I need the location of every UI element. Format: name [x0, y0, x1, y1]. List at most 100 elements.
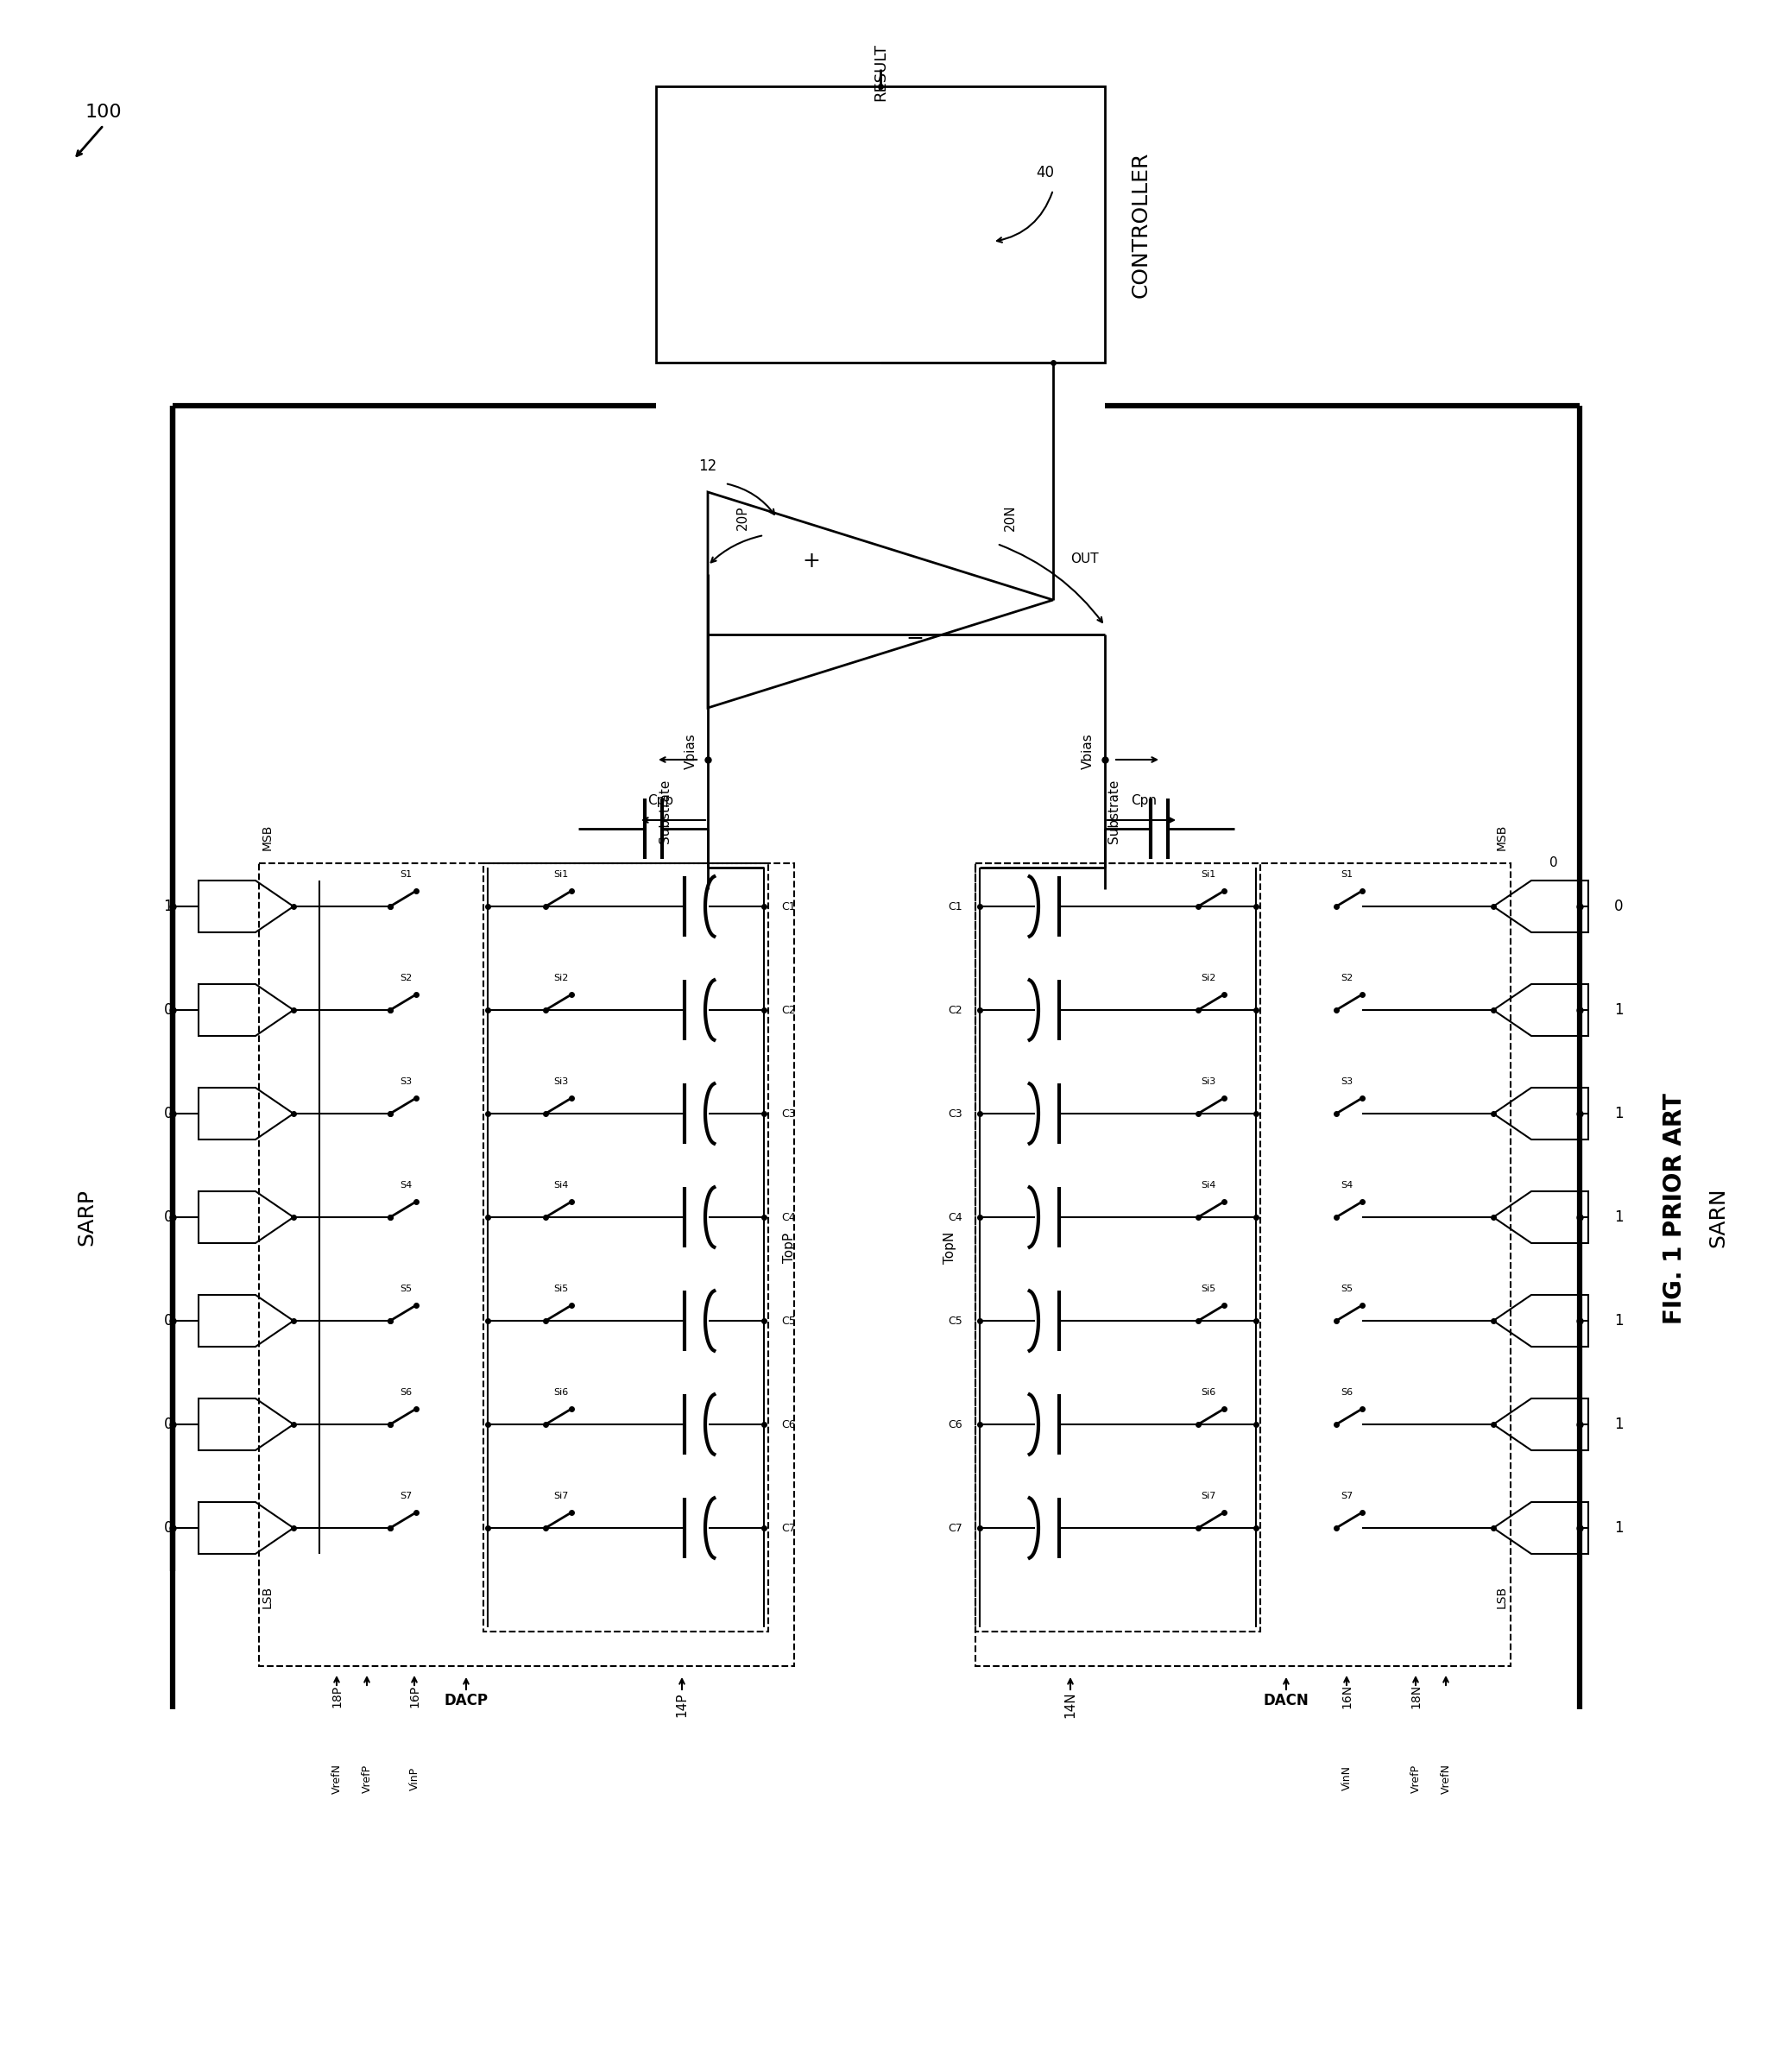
Text: SARP: SARP: [75, 1190, 97, 1245]
Text: VinN: VinN: [1340, 1766, 1353, 1790]
Text: C6: C6: [948, 1418, 962, 1430]
Text: C3: C3: [781, 1107, 796, 1120]
Text: S5: S5: [1340, 1284, 1353, 1292]
Text: Vbias: Vbias: [1081, 733, 1095, 770]
Text: Substrate: Substrate: [1107, 780, 1120, 844]
Text: Si4: Si4: [554, 1181, 568, 1190]
Text: S2: S2: [400, 973, 412, 982]
Text: Si3: Si3: [1201, 1076, 1217, 1087]
Text: C2: C2: [781, 1004, 796, 1015]
Text: 20P: 20P: [737, 506, 749, 531]
Text: S3: S3: [400, 1076, 412, 1087]
Text: Si2: Si2: [1201, 973, 1217, 982]
Text: S6: S6: [1340, 1387, 1353, 1397]
Text: 0: 0: [163, 1002, 172, 1019]
Text: VrefN: VrefN: [1441, 1764, 1452, 1793]
Text: 18P: 18P: [330, 1686, 342, 1708]
Text: CONTROLLER: CONTROLLER: [1131, 152, 1152, 298]
Text: Si1: Si1: [1201, 871, 1217, 879]
Text: DACN: DACN: [1263, 1694, 1308, 1708]
Text: S1: S1: [400, 871, 412, 879]
Text: LSB: LSB: [1496, 1587, 1509, 1607]
Text: S7: S7: [1340, 1492, 1353, 1500]
Text: +: +: [803, 552, 821, 572]
Text: Si3: Si3: [554, 1076, 568, 1087]
Text: 14N: 14N: [1064, 1692, 1077, 1718]
Text: VrefN: VrefN: [332, 1764, 342, 1793]
Text: S2: S2: [1340, 973, 1353, 982]
Text: 14P: 14P: [676, 1692, 688, 1716]
Text: FIG. 1 PRIOR ART: FIG. 1 PRIOR ART: [1663, 1093, 1686, 1323]
Text: 16N: 16N: [1340, 1683, 1353, 1708]
Text: S4: S4: [400, 1181, 412, 1190]
Text: 1: 1: [1615, 1002, 1624, 1019]
Bar: [975, 862, 1511, 1667]
Text: C5: C5: [948, 1315, 962, 1327]
Text: Cpp: Cpp: [647, 794, 674, 807]
Text: SARN: SARN: [1708, 1187, 1727, 1247]
Text: S1: S1: [1340, 871, 1353, 879]
Bar: [656, 86, 1106, 362]
Text: OUT: OUT: [1070, 552, 1098, 566]
Text: 16P: 16P: [409, 1686, 421, 1708]
Text: 1: 1: [163, 899, 172, 914]
Text: 100: 100: [86, 103, 122, 121]
Text: C4: C4: [948, 1212, 962, 1222]
Text: Si4: Si4: [1201, 1181, 1217, 1190]
Text: 0: 0: [163, 1313, 172, 1329]
Text: S3: S3: [1340, 1076, 1353, 1087]
Text: 40: 40: [1036, 165, 1054, 181]
Text: Si1: Si1: [554, 871, 568, 879]
Text: C7: C7: [948, 1523, 962, 1533]
Text: VrefP: VrefP: [362, 1764, 373, 1793]
Text: C6: C6: [781, 1418, 796, 1430]
Text: 1: 1: [1615, 1521, 1624, 1535]
Text: 0: 0: [163, 1521, 172, 1535]
Text: Si5: Si5: [554, 1284, 568, 1292]
Text: C2: C2: [948, 1004, 962, 1015]
Text: Si2: Si2: [554, 973, 568, 982]
Bar: [260, 862, 794, 1667]
Text: C5: C5: [781, 1315, 796, 1327]
Text: C3: C3: [948, 1107, 962, 1120]
Text: 0: 0: [163, 1416, 172, 1432]
Text: 0: 0: [1615, 899, 1624, 914]
Text: C1: C1: [781, 901, 796, 912]
Text: TopN: TopN: [943, 1231, 955, 1264]
Text: 18N: 18N: [1410, 1683, 1421, 1708]
Text: VinP: VinP: [409, 1766, 419, 1790]
Text: Si5: Si5: [1201, 1284, 1217, 1292]
Text: DACP: DACP: [444, 1694, 487, 1708]
Text: Si6: Si6: [554, 1387, 568, 1397]
Text: −: −: [907, 628, 925, 648]
Text: C7: C7: [781, 1523, 796, 1533]
Text: TopP: TopP: [783, 1233, 796, 1262]
Text: S4: S4: [1340, 1181, 1353, 1190]
Text: LSB: LSB: [262, 1587, 274, 1607]
Text: 20N: 20N: [1004, 504, 1016, 531]
Text: MSB: MSB: [1496, 825, 1509, 850]
Bar: [975, 862, 1260, 1632]
Text: S6: S6: [400, 1387, 412, 1397]
Text: Si7: Si7: [1201, 1492, 1217, 1500]
Text: VrefP: VrefP: [1410, 1764, 1421, 1793]
Text: S5: S5: [400, 1284, 412, 1292]
Text: MSB: MSB: [262, 825, 274, 850]
Text: 1: 1: [1615, 1105, 1624, 1122]
Text: 1: 1: [1615, 1313, 1624, 1329]
Text: Substrate: Substrate: [658, 780, 672, 844]
Text: 0: 0: [163, 1210, 172, 1225]
Text: 0: 0: [1550, 856, 1557, 871]
Text: Vbias: Vbias: [685, 733, 697, 770]
Text: S7: S7: [400, 1492, 412, 1500]
Text: Si7: Si7: [554, 1492, 568, 1500]
Bar: [484, 862, 769, 1632]
Text: 12: 12: [699, 459, 717, 473]
Text: RESULT: RESULT: [873, 43, 889, 101]
Text: 0: 0: [163, 1105, 172, 1122]
Text: C4: C4: [781, 1212, 796, 1222]
Text: 1: 1: [1615, 1416, 1624, 1432]
Text: Si6: Si6: [1201, 1387, 1217, 1397]
Text: 1: 1: [1615, 1210, 1624, 1225]
Text: Cpn: Cpn: [1131, 794, 1156, 807]
